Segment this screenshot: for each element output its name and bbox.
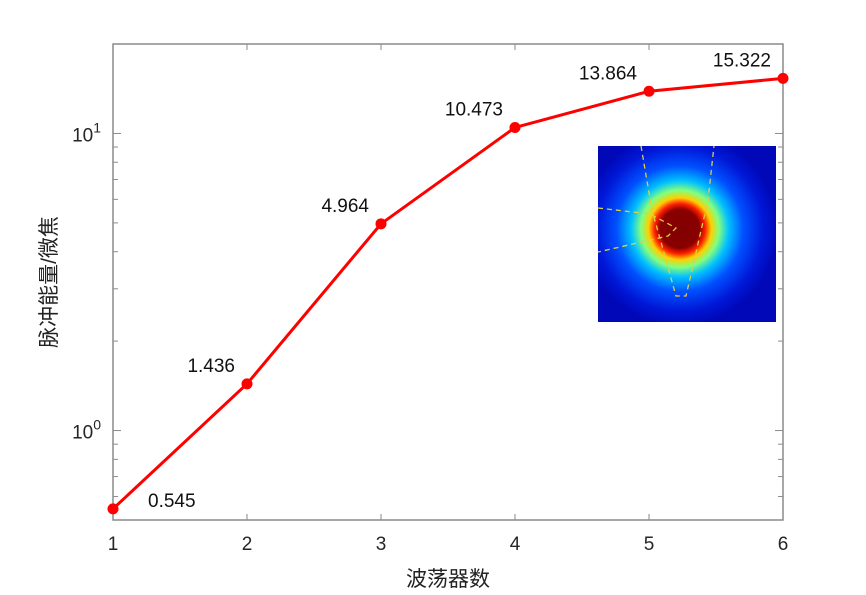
data-label: 13.864 <box>579 63 638 84</box>
x-tick-label: 5 <box>644 534 655 555</box>
data-label: 1.436 <box>187 356 235 377</box>
data-point <box>777 72 789 84</box>
data-label: 0.545 <box>148 491 196 512</box>
series-line <box>111 76 784 510</box>
x-tick-label: 4 <box>510 534 521 555</box>
y-tick-label: 101 <box>72 119 101 146</box>
data-label: 15.322 <box>713 50 771 71</box>
data-label: 10.473 <box>445 99 503 120</box>
x-tick-label: 6 <box>778 534 789 555</box>
data-point <box>643 85 655 97</box>
x-tick-label: 1 <box>108 534 119 555</box>
data-point <box>241 378 253 390</box>
data-point <box>107 503 119 515</box>
y-axis-label: 脉冲能量/微焦 <box>38 216 61 348</box>
data-point <box>509 121 521 133</box>
x-axis-label: 波荡器数 <box>406 568 490 591</box>
y-tick-label: 100 <box>72 417 101 444</box>
data-label: 4.964 <box>321 196 369 217</box>
inset-beam-profile <box>597 145 776 322</box>
x-tick-label: 2 <box>242 534 253 555</box>
data-point <box>375 218 387 230</box>
x-tick-label: 3 <box>376 534 387 555</box>
